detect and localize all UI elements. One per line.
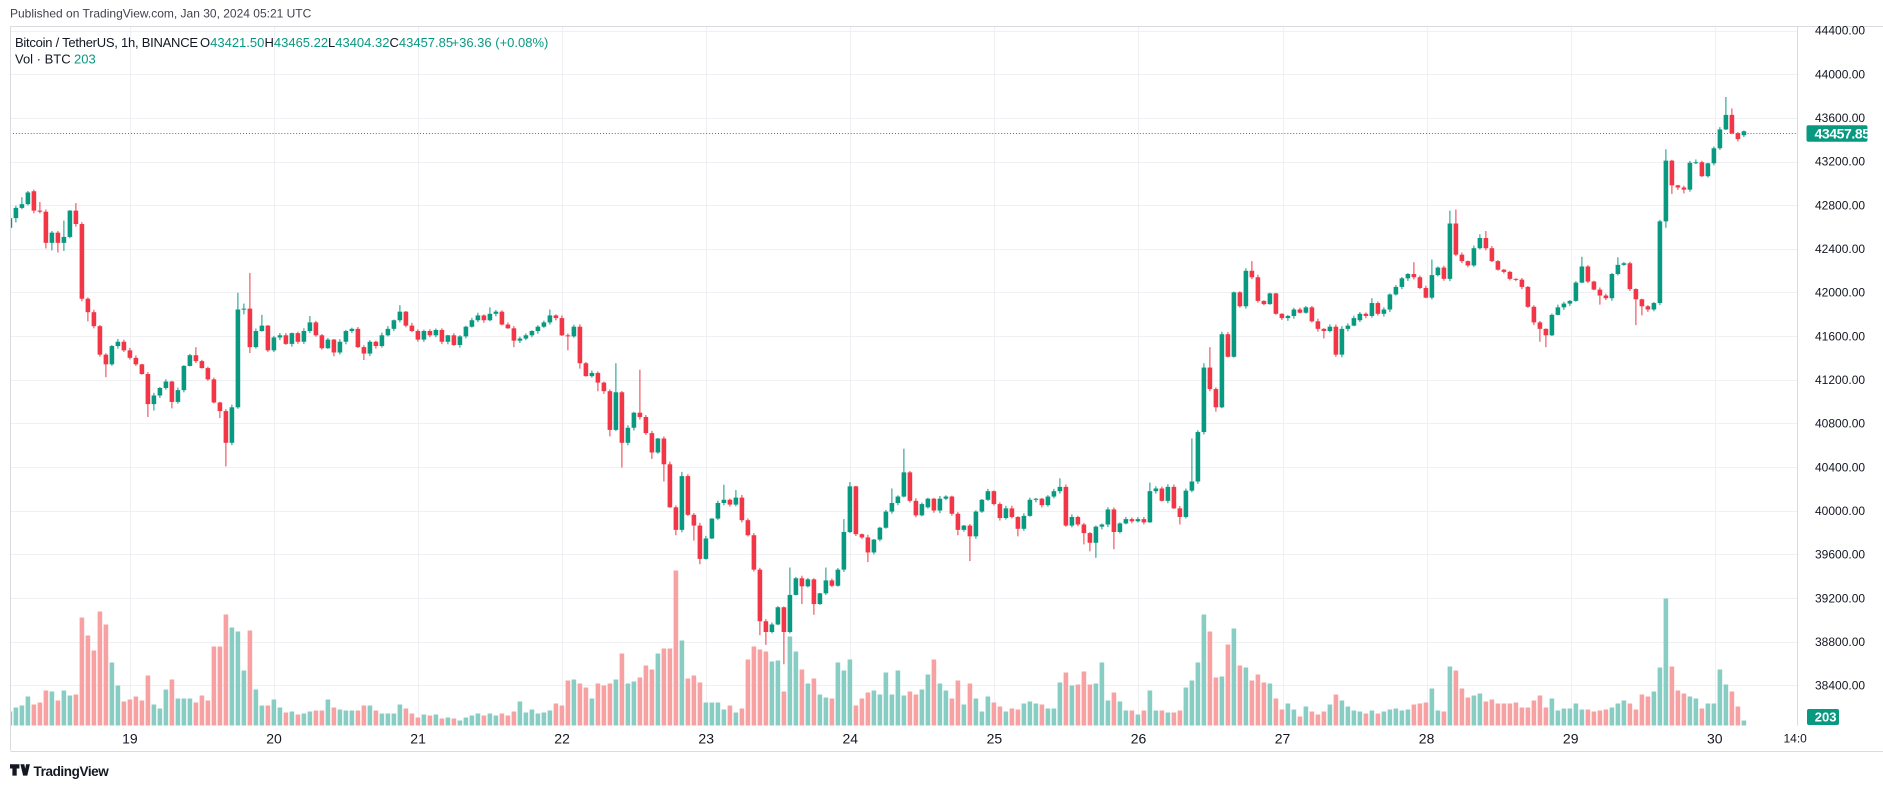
svg-text:38400.00: 38400.00: [1815, 679, 1865, 693]
svg-text:42800.00: 42800.00: [1815, 198, 1865, 212]
svg-text:30: 30: [1707, 731, 1723, 747]
svg-text:H43465.22: H43465.22: [265, 35, 329, 50]
svg-text:203: 203: [74, 52, 96, 67]
svg-text:42000.00: 42000.00: [1815, 286, 1865, 300]
svg-text:25: 25: [987, 731, 1003, 747]
svg-text:41600.00: 41600.00: [1815, 329, 1865, 343]
svg-text:42400.00: 42400.00: [1815, 242, 1865, 256]
svg-text:43457.85: 43457.85: [1815, 126, 1871, 142]
svg-text:Published on TradingView.com,: Published on TradingView.com, Jan 30, 20…: [10, 7, 312, 21]
svg-text:22: 22: [554, 731, 570, 747]
svg-text:14:0: 14:0: [1784, 731, 1808, 745]
svg-text:23: 23: [698, 731, 714, 747]
svg-text:40800.00: 40800.00: [1815, 417, 1865, 431]
svg-text:26: 26: [1131, 731, 1147, 747]
svg-text:TradingView: TradingView: [34, 764, 110, 779]
svg-text:41200.00: 41200.00: [1815, 373, 1865, 387]
svg-text:24: 24: [843, 731, 859, 747]
svg-text:39600.00: 39600.00: [1815, 548, 1865, 562]
svg-text:44400.00: 44400.00: [1815, 24, 1865, 38]
svg-text:19: 19: [122, 731, 138, 747]
svg-text:Vol · BTC: Vol · BTC: [15, 52, 71, 67]
svg-text:28: 28: [1419, 731, 1435, 747]
svg-text:L43404.32: L43404.32: [328, 35, 389, 50]
svg-text:O43421.50: O43421.50: [200, 35, 264, 50]
svg-text:44000.00: 44000.00: [1815, 67, 1865, 81]
svg-text:39200.00: 39200.00: [1815, 591, 1865, 605]
svg-text:43200.00: 43200.00: [1815, 155, 1865, 169]
svg-text:21: 21: [410, 731, 426, 747]
svg-text:27: 27: [1275, 731, 1291, 747]
svg-text:Bitcoin / TetherUS, 1h, BINANC: Bitcoin / TetherUS, 1h, BINANCE: [15, 35, 198, 50]
svg-text:20: 20: [266, 731, 282, 747]
svg-text:29: 29: [1563, 731, 1579, 747]
svg-text:40000.00: 40000.00: [1815, 504, 1865, 518]
svg-text:203: 203: [1815, 709, 1837, 724]
svg-text:43600.00: 43600.00: [1815, 111, 1865, 125]
svg-text:40400.00: 40400.00: [1815, 460, 1865, 474]
svg-text:38800.00: 38800.00: [1815, 635, 1865, 649]
svg-text:C43457.85: C43457.85: [390, 35, 454, 50]
svg-text:+36.36 (+0.08%): +36.36 (+0.08%): [452, 35, 549, 50]
